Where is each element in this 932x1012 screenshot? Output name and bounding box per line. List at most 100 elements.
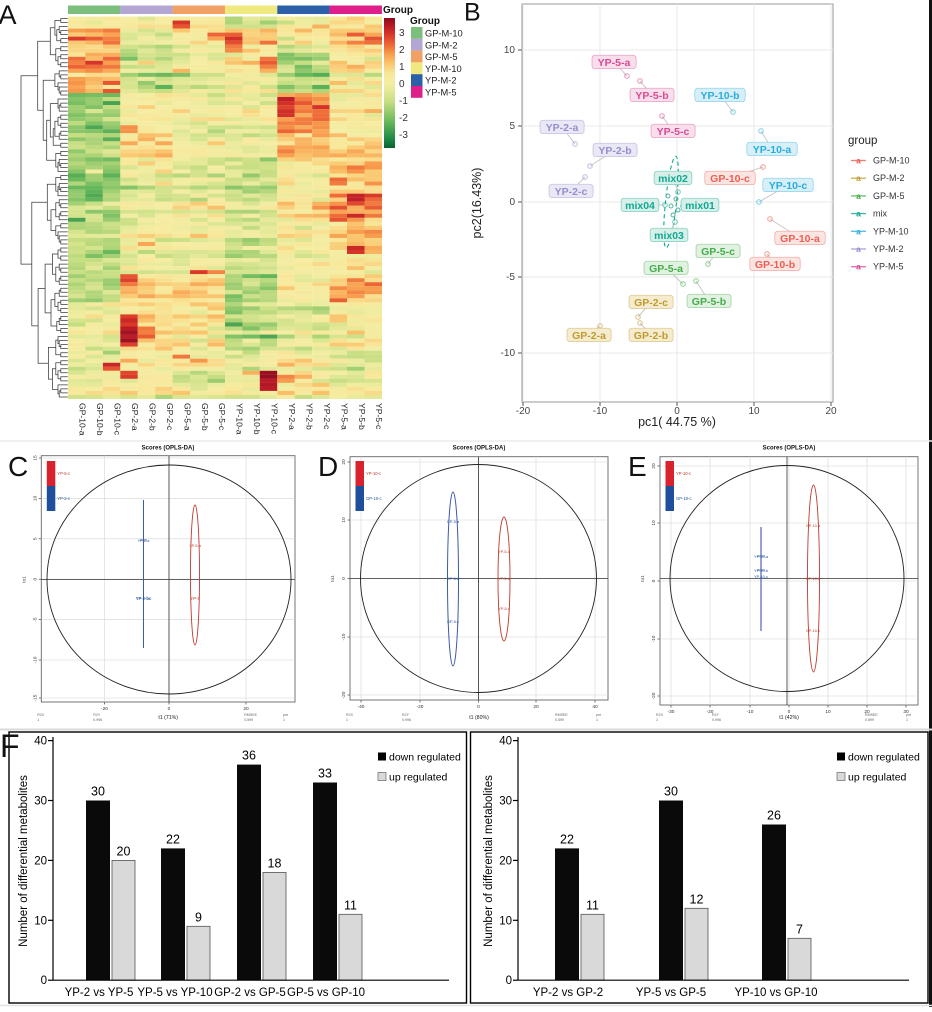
- svg-text:0.599: 0.599: [244, 718, 253, 722]
- svg-text:YP-5-c: YP-5-c: [657, 126, 690, 138]
- svg-text:pc2(16.43%): pc2(16.43%): [470, 168, 484, 239]
- svg-text:YP-5: YP-5: [190, 596, 200, 601]
- svg-text:18: 18: [268, 856, 282, 870]
- svg-text:GP-2-c: GP-2-c: [165, 403, 175, 431]
- svg-text:down regulated: down regulated: [848, 752, 920, 764]
- svg-text:-20: -20: [651, 692, 657, 699]
- svg-text:0: 0: [651, 579, 657, 582]
- svg-text:YP-M-10: YP-M-10: [425, 64, 462, 74]
- svg-text:a: a: [856, 156, 861, 166]
- svg-text:GP-10-a: GP-10-a: [78, 403, 88, 436]
- svg-text:YP-10-b: YP-10-b: [700, 90, 739, 102]
- svg-text:20: 20: [533, 704, 539, 710]
- svg-text:YP-10-c: YP-10-c: [270, 403, 280, 435]
- svg-text:GP-5-b: GP-5-b: [200, 403, 210, 431]
- svg-text:t1 (71%): t1 (71%): [158, 715, 178, 721]
- svg-text:-20: -20: [341, 691, 347, 698]
- svg-text:0: 0: [506, 975, 512, 987]
- svg-text:mix01: mix01: [685, 200, 715, 212]
- svg-text:-15: -15: [32, 694, 38, 701]
- svg-text:20: 20: [243, 706, 249, 712]
- svg-text:11: 11: [586, 898, 599, 912]
- svg-text:30: 30: [664, 785, 678, 799]
- svg-text:YP-5-c: YP-5-c: [57, 471, 70, 476]
- svg-text:R2Y: R2Y: [402, 713, 410, 717]
- svg-text:GP-M-5: GP-M-5: [425, 52, 458, 62]
- svg-text:0: 0: [399, 79, 405, 90]
- svg-text:to1: to1: [640, 575, 646, 582]
- svg-text:20: 20: [864, 709, 870, 715]
- svg-text:GP-2-b: GP-2-b: [634, 330, 668, 342]
- svg-text:10: 10: [651, 520, 657, 526]
- svg-text:GP-M-5: GP-M-5: [873, 191, 905, 201]
- svg-text:-1: -1: [399, 96, 408, 107]
- svg-text:1: 1: [346, 718, 348, 722]
- svg-text:B: B: [464, 0, 481, 27]
- svg-text:YP-5-a: YP-5-a: [498, 550, 511, 554]
- svg-text:GP-2-a: GP-2-a: [130, 403, 140, 431]
- svg-text:YP-5-b: YP-5-b: [357, 403, 367, 430]
- svg-text:a: a: [856, 209, 861, 219]
- svg-text:mix03: mix03: [654, 230, 684, 242]
- svg-text:YP-5 vs YP-10: YP-5 vs YP-10: [137, 987, 212, 999]
- svg-text:GP-2 vs GP-5: GP-2 vs GP-5: [214, 987, 286, 999]
- svg-text:33: 33: [318, 767, 332, 781]
- svg-text:Group: Group: [410, 16, 440, 27]
- svg-text:YP-2-a: YP-2-a: [138, 539, 151, 543]
- svg-text:GP-M-10: GP-M-10: [873, 156, 910, 166]
- svg-text:C: C: [8, 451, 28, 482]
- svg-text:E: E: [628, 451, 647, 482]
- svg-text:GP-10-c: GP-10-c: [676, 496, 692, 501]
- svg-text:1: 1: [37, 718, 39, 722]
- svg-text:1: 1: [596, 718, 598, 722]
- svg-text:5: 5: [509, 121, 515, 132]
- svg-text:a: a: [856, 191, 861, 201]
- svg-text:7: 7: [796, 922, 803, 936]
- svg-text:t1 (80%): t1 (80%): [469, 715, 489, 721]
- svg-text:YP-2-c: YP-2-c: [555, 186, 588, 198]
- svg-text:GP-2-c: GP-2-c: [634, 297, 668, 309]
- svg-text:mix04: mix04: [625, 200, 655, 212]
- svg-text:10: 10: [499, 915, 512, 927]
- svg-text:GP-10-b: GP-10-b: [806, 577, 820, 581]
- svg-text:20: 20: [34, 855, 47, 867]
- svg-text:YP-5-c: YP-5-c: [374, 403, 384, 430]
- svg-text:GP-2-b: GP-2-b: [148, 403, 158, 431]
- svg-text:YP-2-b: YP-2-b: [304, 403, 314, 430]
- svg-text:26: 26: [767, 809, 781, 823]
- svg-text:YP-2-c: YP-2-c: [57, 496, 70, 501]
- svg-text:YP-2-b: YP-2-b: [598, 145, 631, 157]
- svg-text:a: a: [856, 262, 861, 272]
- svg-text:to1: to1: [21, 576, 27, 583]
- svg-text:GP-5 vs GP-10: GP-5 vs GP-10: [287, 987, 365, 999]
- svg-text:-10: -10: [32, 656, 38, 663]
- svg-text:down regulated: down regulated: [389, 752, 461, 764]
- svg-text:0: 0: [477, 704, 480, 710]
- svg-text:t1 (42%): t1 (42%): [779, 715, 799, 721]
- svg-text:10: 10: [32, 495, 38, 501]
- svg-text:GP-2-a: GP-2-a: [572, 330, 606, 342]
- svg-text:40: 40: [34, 736, 47, 748]
- svg-text:YP-2-a: YP-2-a: [546, 122, 579, 134]
- svg-text:-10: -10: [341, 633, 347, 640]
- svg-text:GP-10-a: GP-10-a: [780, 233, 820, 245]
- svg-text:YP-5-b: YP-5-b: [635, 90, 668, 102]
- svg-text:GP-5-b: GP-5-b: [447, 577, 459, 581]
- svg-text:GP-10-b: GP-10-b: [95, 403, 105, 436]
- svg-text:Scores (OPLS-DA): Scores (OPLS-DA): [453, 446, 506, 452]
- svg-text:GP-5-b: GP-5-b: [692, 296, 726, 308]
- svg-text:GP-10-b: GP-10-b: [755, 259, 795, 271]
- svg-text:-3: -3: [399, 130, 408, 141]
- svg-text:YP-5 vs GP-5: YP-5 vs GP-5: [636, 987, 706, 999]
- svg-text:YP-2-a: YP-2-a: [287, 403, 297, 430]
- svg-text:YP-2 vs GP-2: YP-2 vs GP-2: [533, 987, 603, 999]
- svg-text:10: 10: [341, 517, 347, 523]
- svg-text:20: 20: [341, 459, 347, 465]
- svg-text:3: 3: [399, 28, 405, 39]
- svg-text:-40: -40: [358, 704, 365, 710]
- svg-text:GP-10-c: GP-10-c: [113, 403, 123, 436]
- svg-text:YP-10-a: YP-10-a: [753, 144, 792, 156]
- svg-text:YP-10-a: YP-10-a: [754, 555, 769, 559]
- svg-text:YP-5-c: YP-5-c: [498, 607, 510, 611]
- svg-text:0: 0: [168, 706, 171, 712]
